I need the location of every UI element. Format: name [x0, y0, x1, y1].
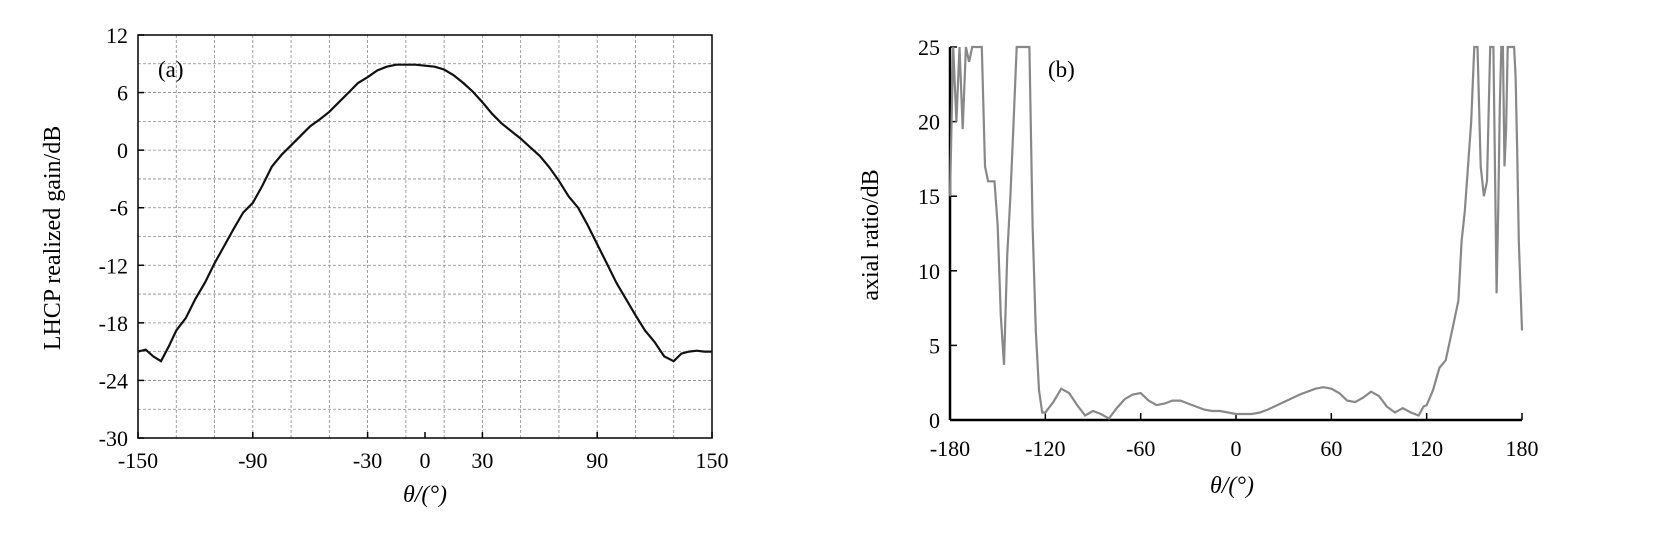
- chart-a-y-tick-label: 0: [117, 138, 128, 163]
- chart-a-x-tick-label: -30: [353, 448, 382, 473]
- chart-b-x-tick-label: -60: [1126, 436, 1155, 461]
- chart-b-x-tick-label: 60: [1320, 436, 1342, 461]
- chart-b-y-tick-label: 20: [918, 110, 940, 135]
- chart-b-y-tick-label: 25: [918, 35, 940, 60]
- chart-b-y-tick-label: 15: [918, 184, 940, 209]
- chart-a-y-tick-label: -18: [99, 311, 128, 336]
- chart-a-y-tick-label: -6: [110, 196, 128, 221]
- chart-b-x-tick-label: -120: [1025, 436, 1065, 461]
- chart-b-ticks: [949, 46, 1523, 421]
- chart-a-x-tick-label: 0: [420, 448, 431, 473]
- chart-b-y-tick-label: 10: [918, 259, 940, 284]
- chart-b-panel-label: (b): [1048, 57, 1075, 82]
- chart-a-x-tick-label: -90: [238, 448, 267, 473]
- chart-b-y-tick-label: 0: [929, 408, 940, 433]
- chart-a-series-line: [137, 63, 712, 363]
- chart-a-y-axis-title: LHCP realized gain/dB: [40, 126, 66, 350]
- chart-b-x-tick-label: 120: [1410, 436, 1443, 461]
- chart-b-y-tick-label: 5: [929, 333, 940, 358]
- chart-b-series-line: [948, 45, 1524, 420]
- chart-a-x-tick-label: 150: [696, 448, 729, 473]
- chart-a-y-tick-label: 6: [117, 81, 128, 106]
- chart-a-x-tick-label: 90: [586, 448, 608, 473]
- chart-a-x-tick-label: -150: [118, 448, 158, 473]
- chart-b-x-tick-label: -180: [930, 436, 970, 461]
- chart-b-tick-labels: -180 -120 -60 0 60 120 180 25 20 15 10 5 0: [918, 35, 1539, 461]
- chart-b-x-tick-label: 0: [1231, 436, 1242, 461]
- chart-a-y-tick-label: -30: [99, 426, 128, 451]
- chart-a-y-tick-label: -24: [99, 368, 128, 393]
- chart-b-x-axis-title: θ/(°): [1210, 473, 1254, 499]
- chart-b-x-tick-label: 180: [1506, 436, 1539, 461]
- chart-a-ticks: [137, 34, 713, 439]
- chart-a-x-tick-label: 30: [471, 448, 493, 473]
- chart-a-y-tick-label: 12: [106, 23, 128, 48]
- chart-a: -150 -90 -30 0 30 90 150 12 6 0 -6 -12 -18 -24 -30 (a)…: [40, 23, 729, 508]
- chart-a-panel-label: (a): [158, 57, 184, 82]
- chart-a-tick-labels: -150 -90 -30 0 30 90 150 12 6 0 -6 -12 -18 -24 -30: [99, 23, 729, 473]
- chart-b: -180 -120 -60 0 60 120 180 25 20 15 10 5 0 (b) axial…: [858, 35, 1539, 499]
- chart-b-axes: [948, 47, 1522, 422]
- chart-a-y-tick-label: -12: [99, 253, 128, 278]
- chart-b-y-axis-title: axial ratio/dB: [858, 169, 884, 300]
- chart-a-x-axis-title: θ/(°): [403, 482, 447, 508]
- chart-a-grid: [138, 35, 712, 438]
